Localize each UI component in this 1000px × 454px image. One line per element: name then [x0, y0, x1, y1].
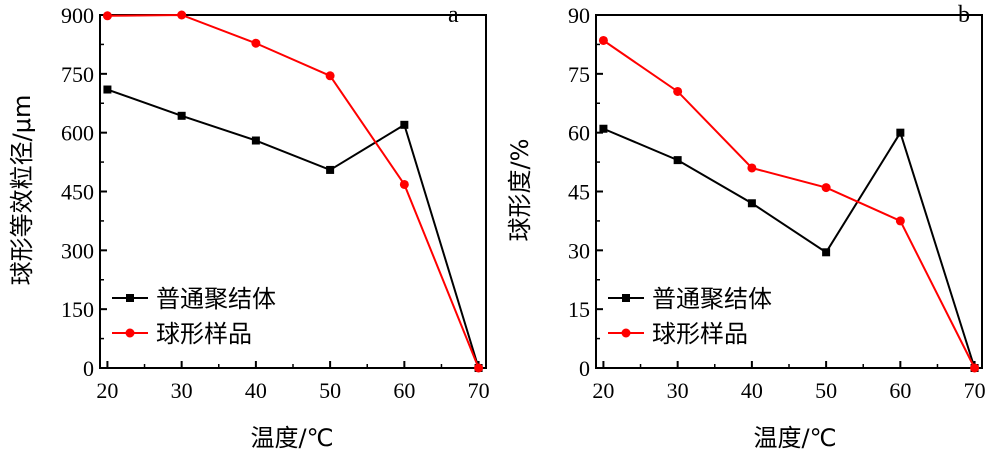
- data-point-series-2: [821, 183, 831, 193]
- y-tick-label: 900: [61, 3, 94, 28]
- plot-frame-b: [595, 14, 983, 369]
- x-tick-label: 50: [815, 378, 837, 403]
- data-point-series-2: [747, 163, 757, 173]
- x-axis-title-a: 温度/℃: [250, 424, 333, 452]
- panel-label-a: a: [448, 2, 459, 28]
- plot-area-b: 20 30 40 50 60 70 0 15 30 45 60 75 90: [568, 3, 986, 403]
- x-tick-label: 40: [741, 378, 763, 403]
- x-tick-label: 30: [171, 378, 193, 403]
- data-point-series-1: [326, 165, 335, 174]
- x-tick-label: 20: [96, 378, 118, 403]
- data-point-series-1: [177, 111, 186, 120]
- legend-a: 普通聚结体 球形样品: [112, 285, 276, 348]
- y-tick-label: 60: [568, 121, 590, 146]
- data-point-series-2: [251, 38, 261, 48]
- x-tick-label: 70: [964, 378, 986, 403]
- y-tick-label: 750: [61, 62, 94, 87]
- data-point-series-2: [970, 363, 980, 373]
- y-axis-title-b: 球形度/%: [506, 139, 534, 242]
- data-point-series-2: [598, 35, 608, 45]
- y-tick-label: 90: [568, 3, 590, 28]
- y-tick-label: 300: [61, 238, 94, 263]
- legend-label-series-2-b: 球形样品: [652, 320, 748, 348]
- data-point-series-1: [822, 248, 831, 257]
- legend-b: 普通聚结体 球形样品: [608, 285, 772, 348]
- x-tick-label: 40: [245, 378, 267, 403]
- legend-label-series-2-a: 球形样品: [156, 320, 252, 348]
- x-tick-label: 30: [667, 378, 689, 403]
- x-tick-label: 50: [319, 378, 341, 403]
- data-point-series-2: [102, 11, 112, 21]
- x-tick-label: 70: [468, 378, 490, 403]
- data-point-series-2: [474, 363, 484, 373]
- data-point-series-1: [251, 136, 260, 145]
- y-tick-label: 0: [83, 356, 94, 381]
- data-point-series-1: [103, 85, 112, 94]
- data-point-series-1: [400, 120, 409, 129]
- chart-panel-b: 20 30 40 50 60 70 0 15 30 45 60 75 90 b 温度/℃ 球形度/% 普…: [506, 2, 986, 452]
- legend-label-series-1-b: 普通聚结体: [652, 285, 772, 313]
- y-tick-label: 15: [568, 297, 590, 322]
- series-line-1-a: [107, 88, 480, 369]
- legend-marker-series-1-b: [622, 294, 630, 302]
- x-tick-label: 20: [592, 378, 614, 403]
- series-line-2-a: [107, 13, 480, 369]
- x-tick-label: 60: [393, 378, 415, 403]
- series-line-1-b: [603, 127, 976, 369]
- y-axis-title-a: 球形等效粒径/μm: [8, 95, 36, 286]
- y-tick-label: 75: [568, 62, 590, 87]
- data-point-series-1: [599, 124, 608, 133]
- y-tick-label: 30: [568, 238, 590, 263]
- legend-label-series-1-a: 普通聚结体: [156, 285, 276, 313]
- x-axis-title-b: 温度/℃: [753, 424, 836, 452]
- panel-label-b: b: [958, 2, 970, 28]
- plot-frame-a: [99, 14, 487, 369]
- data-point-series-1: [747, 199, 756, 208]
- y-tick-label: 450: [61, 180, 94, 205]
- data-point-series-2: [325, 71, 335, 81]
- data-point-series-2: [399, 179, 409, 189]
- data-point-series-2: [895, 216, 905, 226]
- x-tick-label: 60: [889, 378, 911, 403]
- legend-marker-series-2-b: [621, 328, 631, 338]
- data-point-series-2: [177, 10, 187, 20]
- y-tick-label: 0: [579, 356, 590, 381]
- legend-marker-series-1-a: [126, 294, 134, 302]
- plot-area-a: 20 30 40 50 60 70 0 150 300 450 600 750 900: [61, 3, 490, 403]
- chart-panel-a: 20 30 40 50 60 70 0 150 300 450 600 750 900 a 温度/℃ 球…: [8, 2, 490, 452]
- data-point-series-1: [896, 128, 905, 137]
- data-point-series-1: [673, 156, 682, 165]
- data-point-series-2: [673, 86, 683, 96]
- y-tick-label: 45: [568, 180, 590, 205]
- legend-marker-series-2-a: [125, 328, 135, 338]
- series-line-2-b: [602, 39, 976, 369]
- y-tick-label: 150: [61, 297, 94, 322]
- y-tick-label: 600: [61, 121, 94, 146]
